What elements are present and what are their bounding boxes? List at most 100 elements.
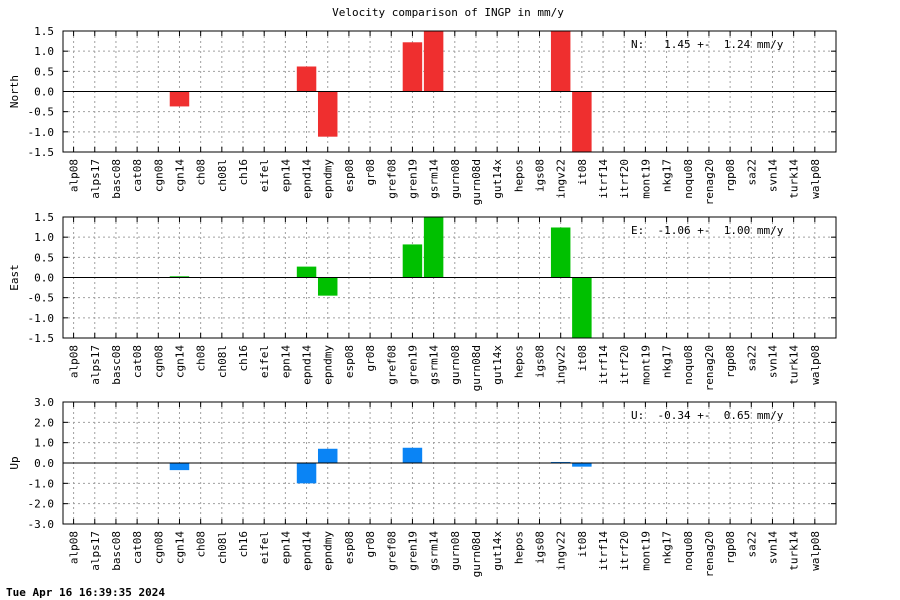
stat-label: U: -0.34 +- 0.65 mm/y bbox=[631, 409, 784, 422]
bar bbox=[550, 461, 571, 463]
x-tick-label: eifel bbox=[258, 531, 271, 564]
x-tick-label: ingv22 bbox=[555, 159, 568, 199]
bar bbox=[296, 266, 317, 278]
x-tick-label: alps17 bbox=[89, 531, 102, 571]
y-tick-label: 0.0 bbox=[34, 86, 54, 99]
x-tick-label: epnd14 bbox=[301, 345, 314, 385]
y-tick-label: 0.5 bbox=[34, 251, 54, 264]
y-axis-label: North bbox=[8, 75, 21, 108]
x-tick-label: cgn08 bbox=[152, 345, 165, 378]
x-tick-label: epn14 bbox=[279, 531, 292, 564]
y-tick-label: 3.0 bbox=[34, 396, 54, 409]
y-axis-label: Up bbox=[8, 456, 21, 469]
x-tick-label: ch08 bbox=[195, 531, 208, 558]
x-tick-label: noqu08 bbox=[682, 345, 695, 385]
y-tick-label: 0.0 bbox=[34, 272, 54, 285]
x-tick-label: epndmy bbox=[322, 531, 335, 571]
x-tick-label: ch08l bbox=[216, 345, 229, 378]
x-tick-label: ingv22 bbox=[555, 345, 568, 385]
x-tick-label: hepos bbox=[512, 531, 525, 564]
x-tick-label: svn14 bbox=[766, 159, 779, 192]
x-tick-label: gsrm14 bbox=[428, 159, 441, 199]
x-tick-label: gren19 bbox=[406, 345, 419, 385]
x-tick-label: cat08 bbox=[131, 345, 144, 378]
x-tick-label: ch08l bbox=[216, 531, 229, 564]
x-tick-label: igs08 bbox=[534, 345, 547, 378]
x-tick-label: nkg17 bbox=[661, 345, 674, 378]
x-tick-label: gut14x bbox=[491, 345, 504, 385]
x-tick-label: mont19 bbox=[639, 345, 652, 385]
x-tick-label: rgp08 bbox=[724, 159, 737, 192]
x-tick-label: cgn14 bbox=[173, 159, 186, 192]
x-tick-label: gsrm14 bbox=[428, 345, 441, 385]
x-tick-label: ch08l bbox=[216, 159, 229, 192]
x-tick-label: renag20 bbox=[703, 159, 716, 205]
y-tick-label: 1.5 bbox=[34, 211, 54, 224]
x-tick-label: epn14 bbox=[279, 345, 292, 378]
x-tick-label: noqu08 bbox=[682, 159, 695, 199]
x-tick-label: epndmy bbox=[322, 159, 335, 199]
x-tick-label: svn14 bbox=[766, 531, 779, 564]
x-tick-label: gr08 bbox=[364, 345, 377, 372]
bar bbox=[572, 277, 592, 338]
x-tick-label: walp08 bbox=[809, 345, 822, 385]
x-tick-label: gurn08d bbox=[470, 531, 483, 577]
x-tick-label: alps17 bbox=[89, 345, 102, 385]
x-tick-label: nkg17 bbox=[661, 159, 674, 192]
x-tick-label: esp08 bbox=[343, 345, 356, 378]
x-tick-label: epnd14 bbox=[301, 531, 314, 571]
x-tick-label: sa22 bbox=[745, 159, 758, 186]
x-tick-label: cat08 bbox=[131, 159, 144, 192]
x-tick-label: hepos bbox=[512, 159, 525, 192]
x-tick-label: cgn08 bbox=[152, 159, 165, 192]
x-tick-label: igs08 bbox=[534, 531, 547, 564]
bar bbox=[169, 463, 190, 471]
x-tick-label: cgn14 bbox=[173, 531, 186, 564]
x-tick-label: ch08 bbox=[195, 159, 208, 186]
bar bbox=[317, 91, 338, 137]
x-tick-label: gref08 bbox=[385, 345, 398, 385]
bar bbox=[317, 448, 338, 463]
y-tick-label: 2.0 bbox=[34, 416, 54, 429]
plot-frame bbox=[62, 216, 837, 339]
x-tick-label: cgn08 bbox=[152, 531, 165, 564]
x-tick-label: itrf14 bbox=[597, 531, 610, 571]
x-tick-label: gurn08 bbox=[449, 345, 462, 385]
x-tick-label: cgn14 bbox=[173, 345, 186, 378]
x-tick-label: epnd14 bbox=[301, 159, 314, 199]
plot-frame bbox=[62, 401, 837, 525]
x-tick-label: mont19 bbox=[639, 531, 652, 571]
x-tick-label: it08 bbox=[576, 345, 589, 372]
y-tick-label: 0.0 bbox=[34, 457, 54, 470]
x-tick-label: gren19 bbox=[406, 531, 419, 571]
x-tick-label: ingv22 bbox=[555, 531, 568, 571]
x-tick-label: alp08 bbox=[68, 159, 81, 192]
x-tick-label: ch16 bbox=[237, 345, 250, 372]
y-tick-label: -1.0 bbox=[28, 126, 55, 139]
bar bbox=[296, 66, 317, 92]
x-tick-label: walp08 bbox=[809, 531, 822, 571]
x-tick-label: sa22 bbox=[745, 345, 758, 372]
bar bbox=[169, 91, 190, 107]
stat-label: E: -1.06 +- 1.00 mm/y bbox=[631, 224, 784, 237]
y-tick-label: -1.0 bbox=[28, 312, 55, 325]
x-tick-label: epndmy bbox=[322, 345, 335, 385]
bar bbox=[423, 31, 444, 92]
x-tick-label: itrf14 bbox=[597, 345, 610, 385]
x-tick-label: esp08 bbox=[343, 531, 356, 564]
x-tick-label: gren19 bbox=[406, 159, 419, 199]
y-tick-label: -0.5 bbox=[28, 292, 55, 305]
x-tick-label: sa22 bbox=[745, 531, 758, 558]
x-tick-label: gurn08 bbox=[449, 531, 462, 571]
stat-label: N: 1.45 +- 1.24 mm/y bbox=[631, 38, 784, 51]
y-tick-label: 1.5 bbox=[34, 25, 54, 38]
x-tick-label: gurn08d bbox=[470, 159, 483, 205]
x-tick-label: igs08 bbox=[534, 159, 547, 192]
x-tick-label: alp08 bbox=[68, 345, 81, 378]
y-tick-label: -3.0 bbox=[28, 518, 55, 531]
y-tick-label: -1.5 bbox=[28, 332, 55, 345]
x-tick-label: alp08 bbox=[68, 531, 81, 564]
x-tick-label: renag20 bbox=[703, 531, 716, 577]
x-tick-label: rgp08 bbox=[724, 345, 737, 378]
